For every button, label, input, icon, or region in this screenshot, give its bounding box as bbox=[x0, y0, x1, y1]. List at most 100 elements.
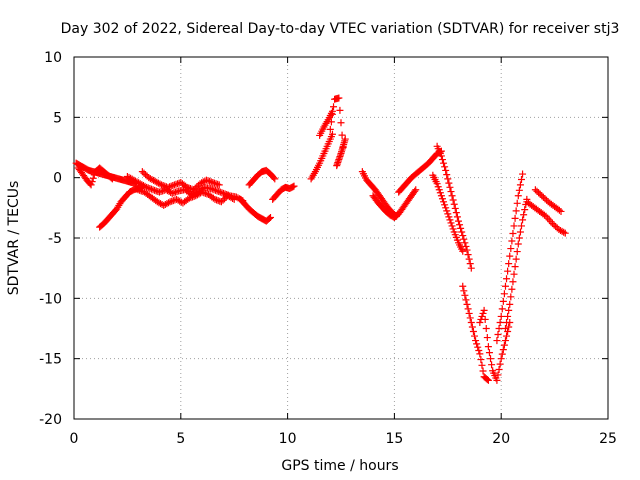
data-point bbox=[204, 177, 212, 185]
data-point bbox=[510, 270, 518, 278]
data-point bbox=[171, 188, 179, 196]
data-point bbox=[505, 306, 513, 314]
data-point bbox=[478, 361, 486, 369]
data-point bbox=[460, 287, 468, 295]
data-point bbox=[479, 309, 487, 317]
data-point bbox=[152, 187, 160, 195]
data-point bbox=[336, 106, 344, 114]
data-point bbox=[215, 181, 223, 189]
data-point bbox=[459, 232, 467, 240]
data-point bbox=[200, 189, 208, 197]
data-point bbox=[213, 196, 221, 204]
data-point bbox=[483, 375, 491, 383]
data-point bbox=[191, 184, 199, 192]
data-point bbox=[497, 355, 505, 363]
axis-ticks: 0 5 10 15 20 25 10 5 0 -5 -10 -15 -20 bbox=[39, 50, 617, 447]
data-point bbox=[147, 185, 155, 193]
data-point bbox=[440, 159, 448, 167]
data-point bbox=[442, 204, 450, 212]
chart-title: Day 302 of 2022, Sidereal Day-to-day VTE… bbox=[61, 21, 620, 37]
data-point bbox=[505, 260, 513, 268]
data-point bbox=[456, 221, 464, 229]
data-point bbox=[214, 180, 222, 188]
data-point bbox=[479, 367, 487, 375]
data-point bbox=[330, 103, 338, 111]
data-point bbox=[168, 197, 176, 205]
data-point bbox=[445, 213, 453, 221]
data-point bbox=[175, 179, 183, 187]
data-point bbox=[503, 318, 511, 326]
data-point bbox=[512, 255, 520, 263]
data-point bbox=[159, 182, 167, 190]
data-point bbox=[212, 180, 220, 188]
data-point bbox=[558, 227, 566, 235]
data-point bbox=[478, 312, 486, 320]
data-point bbox=[444, 175, 452, 183]
data-point bbox=[188, 185, 196, 193]
data-point bbox=[467, 318, 475, 326]
data-point bbox=[190, 186, 198, 194]
data-point bbox=[215, 188, 223, 196]
data-point bbox=[508, 237, 516, 245]
data-point bbox=[229, 194, 237, 202]
data-point bbox=[187, 194, 195, 202]
y-tick-label: 5 bbox=[53, 110, 62, 126]
data-point bbox=[146, 185, 154, 193]
data-point bbox=[335, 94, 343, 102]
data-point bbox=[207, 178, 215, 186]
data-point bbox=[496, 360, 504, 368]
data-point bbox=[514, 192, 522, 200]
data-point bbox=[220, 189, 228, 197]
data-point bbox=[289, 183, 297, 191]
data-point bbox=[504, 267, 512, 275]
data-point bbox=[189, 193, 197, 201]
data-point bbox=[206, 177, 214, 185]
data-point bbox=[448, 222, 456, 230]
data-point bbox=[516, 228, 524, 236]
data-point bbox=[557, 207, 565, 215]
data-point bbox=[504, 312, 512, 320]
data-point bbox=[498, 350, 506, 358]
data-point bbox=[438, 195, 446, 203]
data-point bbox=[499, 297, 507, 305]
data-point bbox=[462, 242, 470, 250]
data-point bbox=[326, 125, 334, 133]
data-point bbox=[516, 181, 524, 189]
data-point bbox=[500, 290, 508, 298]
data-point bbox=[89, 174, 97, 182]
data-point bbox=[476, 318, 484, 326]
data-point bbox=[337, 119, 345, 127]
data-point bbox=[164, 183, 172, 191]
data-point bbox=[493, 376, 501, 384]
y-tick-label: -20 bbox=[39, 412, 62, 428]
data-point bbox=[476, 350, 484, 358]
x-tick-label: 20 bbox=[492, 431, 510, 447]
data-point bbox=[474, 343, 482, 351]
x-tick-label: 10 bbox=[279, 431, 297, 447]
data-point bbox=[515, 186, 523, 194]
data-point bbox=[156, 180, 164, 188]
data-points bbox=[72, 94, 569, 384]
data-point bbox=[460, 235, 468, 243]
data-point bbox=[442, 166, 450, 174]
data-point bbox=[338, 131, 346, 139]
data-point bbox=[506, 252, 514, 260]
data-point bbox=[512, 207, 520, 215]
data-point bbox=[88, 178, 96, 186]
data-point bbox=[271, 175, 279, 183]
data-point bbox=[143, 183, 151, 191]
data-point bbox=[536, 190, 544, 198]
data-point bbox=[270, 174, 278, 182]
data-point bbox=[201, 189, 209, 197]
data-point bbox=[173, 188, 181, 196]
data-point bbox=[411, 187, 419, 195]
data-point bbox=[495, 325, 503, 332]
data-point bbox=[108, 175, 116, 183]
data-point bbox=[481, 315, 489, 323]
data-point bbox=[412, 186, 420, 194]
data-point bbox=[498, 305, 506, 313]
data-point bbox=[437, 152, 445, 160]
data-point bbox=[454, 217, 462, 225]
data-point bbox=[290, 182, 298, 190]
